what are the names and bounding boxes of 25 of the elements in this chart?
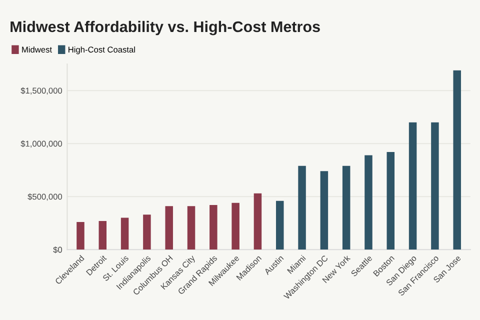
bar — [431, 122, 439, 250]
bar — [143, 214, 151, 250]
y-tick-label: $1,000,000 — [20, 140, 62, 148]
y-tick-label: $0 — [53, 246, 62, 254]
bar — [120, 218, 129, 250]
bar — [298, 166, 306, 250]
bar — [364, 155, 372, 250]
y-tick-label: $500,000 — [28, 193, 62, 201]
bar — [98, 220, 107, 250]
bar — [320, 171, 328, 250]
bar — [386, 152, 395, 250]
y-tick-label: $1,500,000 — [20, 87, 62, 95]
chart-title: Midwest Affordability vs. High-Cost Metros — [10, 20, 320, 36]
bar — [276, 200, 284, 250]
bar — [187, 206, 196, 250]
bar — [408, 122, 417, 250]
bar — [232, 202, 240, 250]
bar — [453, 70, 461, 250]
bar — [342, 166, 350, 250]
legend-label: Midwest — [22, 46, 52, 53]
legend-label: High-Cost Coastal — [68, 46, 135, 54]
bar — [254, 193, 262, 250]
bar — [76, 222, 84, 250]
bar — [165, 206, 173, 250]
bar — [210, 205, 218, 250]
